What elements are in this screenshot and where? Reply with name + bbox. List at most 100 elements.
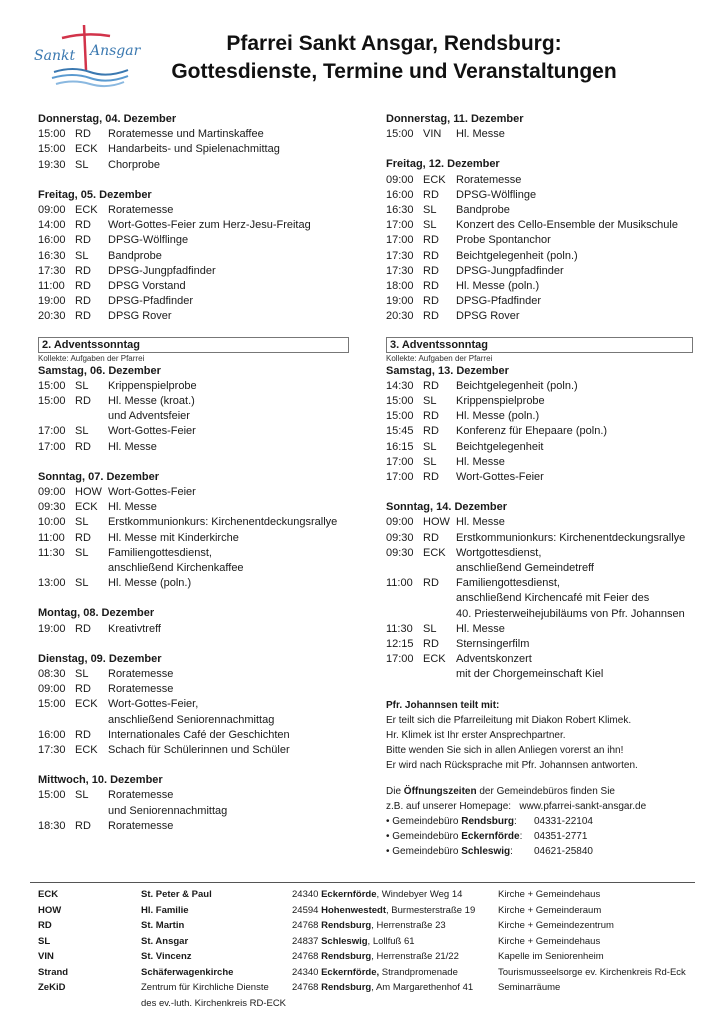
entry-description: Bandprobe [456,203,510,216]
schedule-entry: 11:00 RD Familiengottesdienst, [386,576,716,591]
entry-description: Erstkommunionkurs: Kirchenentdeckungsral… [108,516,338,529]
spacer [386,485,716,500]
schedule-entry: 15:00 ECK Handarbeits- und Spielenachmitta… [38,142,368,157]
address-street: , Burmesterstraße 19 [386,904,476,916]
location-address: 24837 Schleswig, Lollfuß 61 [292,934,492,950]
entry-location: RD [75,219,91,232]
entry-description: Hl. Messe (kroat.) [108,395,195,407]
entry-description: DPSG-Pfadfinder [456,295,541,308]
entry-time: 19:00 [38,622,66,635]
entry-location: RD [423,295,439,308]
entry-location: RD [75,310,91,323]
entry-location: SL [75,158,89,171]
entry-location: RD [75,234,91,247]
entry-location: SL [423,440,437,453]
parish-logo: Sankt Ansgar [28,20,148,95]
address-city: Schleswig [321,935,368,947]
entry-description: DPSG-Wölflinge [456,188,537,201]
schedule-entry: 19:30 SL Chorprobe [38,158,368,173]
schedule-entry: 20:30 RD DPSG Rover [386,309,716,324]
entry-description: DPSG-Wölflinge [108,234,189,247]
schedule-entry: 09:30 ECK Wortgottesdienst, [386,546,716,561]
entry-description: DPSG Rover [108,310,172,323]
office-place: Eckernförde [461,831,520,843]
entry-description: Erstkommunionkurs: Kirchenentdeckungsral… [456,531,686,544]
entry-time: 15:00 [38,395,66,407]
logo-text-ansgar: Ansgar [88,43,142,59]
schedule-entry: 19:00 RD DPSG-Pfadfinder [38,294,368,309]
office-label-text: Gemeindebüro [392,846,462,858]
schedule-entry: 09:00 RD Roratemesse [38,682,368,697]
entry-time: 20:30 [38,310,66,323]
address-street: , Herrenstraße 23 [371,920,446,931]
notice-line: Er wird nach Rücksprache mit Pfr. Johann… [386,760,638,772]
address-city: Eckernförde, [321,966,380,978]
entry-location: SL [423,455,437,468]
entry-time [386,667,423,682]
office-phone: 04351-2771 [534,831,588,843]
entry-location: RD [75,531,91,544]
schedule-entry: 17:30 ECK Schach für Schülerinnen und Schü… [38,743,368,758]
entry-location: RD [423,577,439,590]
advent-sunday-box: 3. Adventssonntag [386,336,693,353]
schedule-entry: 16:30 SL Bandprobe [38,249,368,264]
entry-time: 15:00 [38,789,66,802]
schedule-entry: 09:00 ECK Roratemesse [386,173,716,188]
entry-description: Hl. Messe [456,455,505,468]
address-zip: 24768 [292,982,319,993]
entry-time: 15:00 [386,410,414,423]
entry-time: 15:00 [38,128,66,141]
entry-location: HOW [75,486,102,498]
entry-location: RD [423,310,439,323]
entry-location: VIN [423,128,442,141]
schedule-entry: 17:00 SL Hl. Messe [386,455,716,470]
entry-location: SL [75,577,89,590]
schedule-entry: 17:30 RD DPSG-Jungpfadfinder [386,264,716,279]
entry-time: 17:00 [38,425,66,438]
advent-sunday-box: 2. Adventssonntag [38,336,349,353]
entry-location: SL [423,622,437,635]
entry-location: ECK [75,698,98,711]
schedule-entry: 17:00 SL Wort-Gottes-Feier [38,424,368,439]
entry-time: 15:00 [38,143,66,156]
address-street: Strandpromenade [379,966,458,978]
schedule-entry: 09:30 RD Erstkommunionkurs: Kirchenentdeck… [386,531,716,546]
schedule-entry: 14:30 RD Beichtgelegenheit (poln.) [386,379,716,394]
day-heading: Samstag, 13. Dezember [386,364,509,377]
entry-location [423,607,456,622]
schedule-entry: 11:30 SL Familiengottesdienst, [38,546,368,561]
entry-location: RD [423,471,439,484]
bullet-icon: • [386,846,393,858]
entry-description: Wort-Gottes-Feier [456,471,544,484]
entry-time: 15:00 [38,379,66,392]
entry-description: Hl. Messe [456,622,505,635]
entry-description: Hl. Messe (poln.) [456,280,540,292]
entry-description: Wort-Gottes-Feier, [108,698,199,711]
entry-description: Hl. Messe [108,501,157,514]
entry-location: ECK [75,501,98,514]
entry-description: Adventskonzert [456,653,532,666]
office-label: • Gemeindebüro Eckernförde: [386,831,523,843]
location-name: Hl. Familie [141,904,189,916]
entry-description: Familiengottesdienst, [456,577,560,590]
location-code: VIN [38,951,54,962]
entry-time: 14:00 [38,219,66,232]
entry-location: ECK [75,143,98,156]
entry-location: RD [75,622,91,635]
schedule-entry: 17:30 RD DPSG-Jungpfadfinder [38,264,368,279]
office-label-text: Gemeindebüro [392,816,462,828]
homepage-label: z.B. auf unserer Homepage: [386,800,512,812]
schedule-entry: 15:00 ECK Wort-Gottes-Feier, [38,697,368,712]
entry-description: DPSG-Pfadfinder [108,295,193,308]
schedule-entry: 09:00 HOW Wort-Gottes-Feier [38,485,368,500]
schedule-entry: 13:00 SL Hl. Messe (poln.) [38,576,368,591]
entry-time: 17:00 [386,455,414,468]
schedule-entry: 16:00 RD DPSG-Wölflinge [38,233,368,248]
homepage-link[interactable]: www.pfarrei-sankt-ansgar.de [519,800,647,812]
location-facility: Kapelle im Seniorenheim [498,951,604,962]
office-label-text: Gemeindebüro [392,831,462,843]
entry-description: DPSG Rover [456,310,520,323]
entry-time: 16:30 [38,249,66,262]
office-place: Schleswig [461,846,511,858]
entry-time: 17:00 [386,219,414,232]
